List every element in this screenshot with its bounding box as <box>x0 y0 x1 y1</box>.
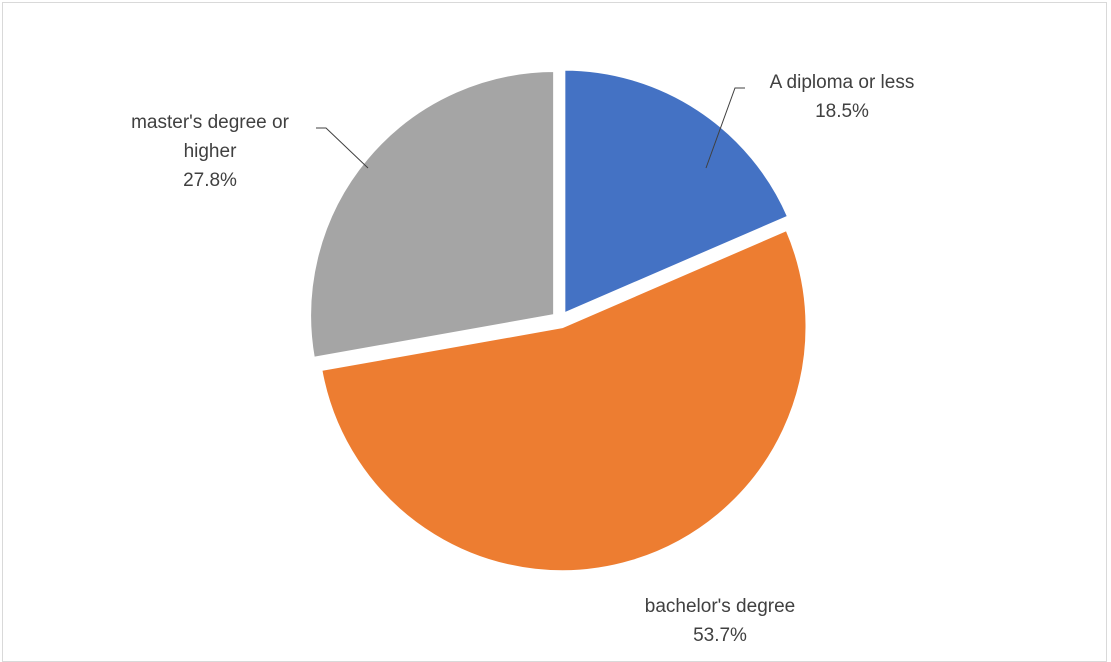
slice-value-label: 53.7% <box>693 625 747 646</box>
leader-line-2 <box>316 127 369 169</box>
slice-category-label: master's degree or <box>131 112 289 133</box>
data-labels: A diploma or less 18.5% bachelor's degree 5… <box>131 72 914 646</box>
slice-category-label: higher <box>184 141 237 162</box>
pie-slice-1 <box>319 227 809 574</box>
data-label-1: bachelor's degree 53.7% <box>645 596 795 646</box>
pie-slice-0 <box>562 67 791 317</box>
leader-lines <box>316 87 745 169</box>
slice-value-label: 18.5% <box>815 101 869 122</box>
leader-line-0 <box>705 87 745 169</box>
pie-slices <box>308 67 809 574</box>
slice-category-label: A diploma or less <box>770 72 915 93</box>
data-label-0: A diploma or less 18.5% <box>770 72 915 122</box>
slice-value-label: 27.8% <box>183 170 237 191</box>
data-label-2: master's degree or higher 27.8% <box>131 112 289 191</box>
pie-slice-2 <box>308 69 557 361</box>
slice-category-label: bachelor's degree <box>645 596 795 617</box>
